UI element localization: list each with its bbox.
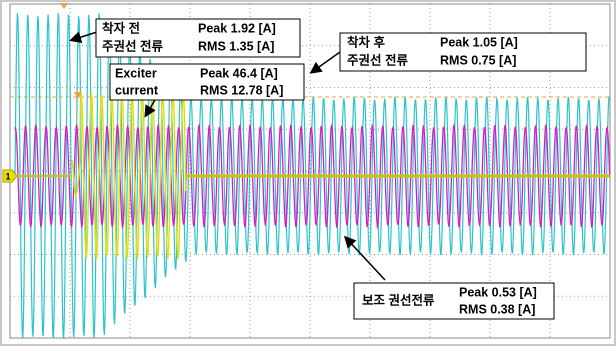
channel-label: 1 bbox=[5, 171, 10, 181]
annotation-reading: Peak 1.92 [A] bbox=[198, 21, 276, 35]
annotation-reading: RMS 0.38 [A] bbox=[459, 302, 535, 316]
annotation-before: 착자 전 주권선 전류 Peak 1.92 [A] RMS 1.35 [A] bbox=[72, 19, 300, 57]
annotation-label: 착차 후 bbox=[347, 34, 385, 49]
annotation-reading: Peak 1.05 [A] bbox=[440, 35, 518, 49]
annotation-label: 착자 전 bbox=[102, 20, 140, 35]
annotation-label: 주권선 전류 bbox=[347, 52, 408, 67]
annotation-label: 보조 권선전류 bbox=[362, 292, 435, 307]
annotation-reading: Peak 46.4 [A] bbox=[200, 66, 278, 80]
annotation-reading: Peak 0.53 [A] bbox=[459, 285, 537, 299]
annotation-label: Exciter bbox=[115, 66, 157, 80]
annotation-reading: RMS 12.78 [A] bbox=[200, 83, 283, 97]
page: 1 착자 전 주권선 전류 Peak 1.92 [A] RMS 1.35 [A]… bbox=[0, 0, 616, 351]
annotation-label: current bbox=[115, 83, 159, 97]
annotation-reading: RMS 1.35 [A] bbox=[198, 39, 274, 53]
annotation-reading: RMS 0.75 [A] bbox=[440, 53, 516, 67]
annotation-after: 착차 후 주권선 전류 Peak 1.05 [A] RMS 0.75 [A] bbox=[312, 33, 586, 72]
annotation-label: 주권선 전류 bbox=[102, 38, 163, 53]
oscilloscope-screen: 1 착자 전 주권선 전류 Peak 1.92 [A] RMS 1.35 [A]… bbox=[0, 0, 616, 346]
